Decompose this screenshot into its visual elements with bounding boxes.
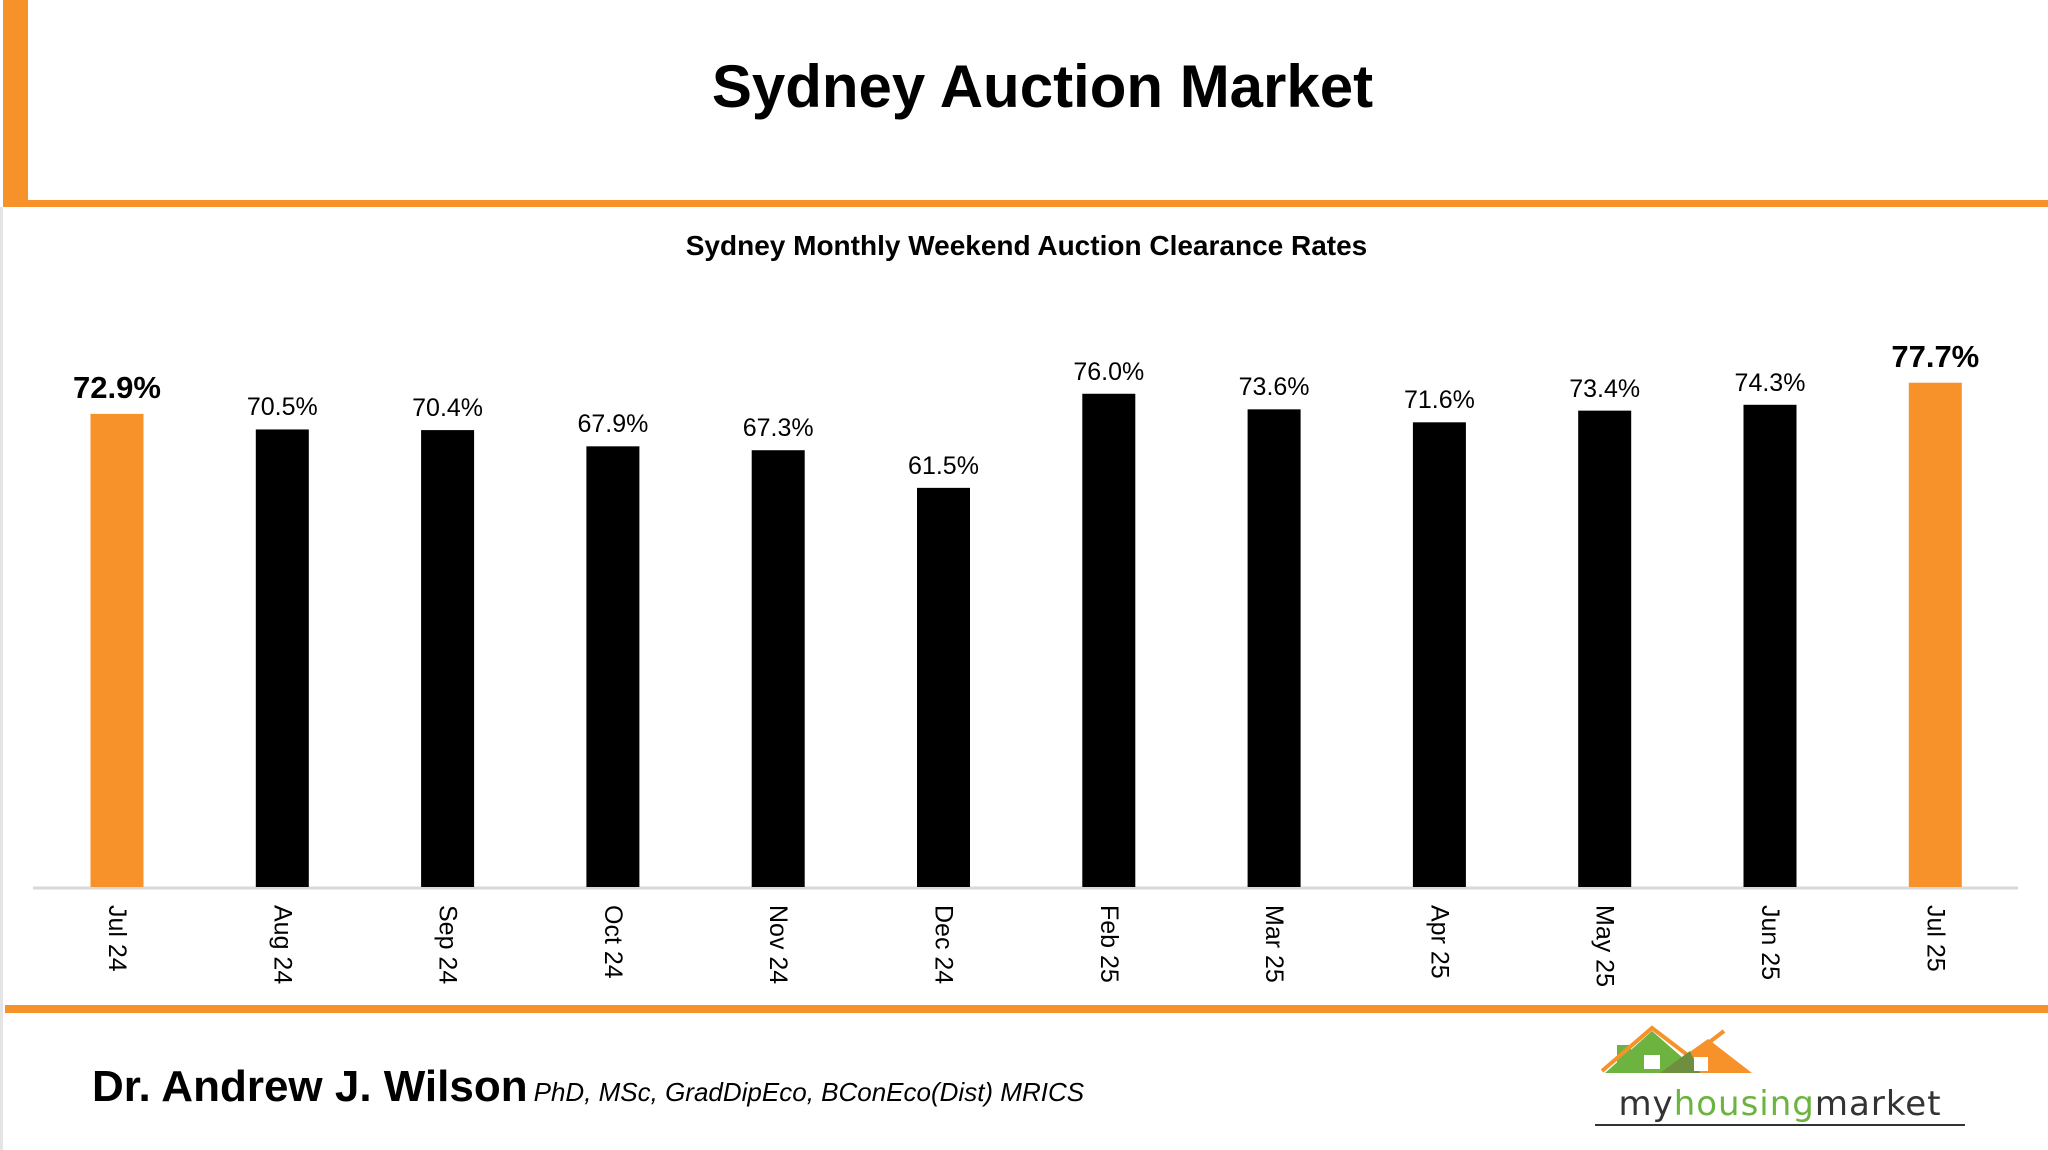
header-divider <box>3 200 2048 207</box>
x-tick-label: May 25 <box>1590 905 1619 987</box>
left-border <box>0 207 3 1150</box>
data-label: 70.5% <box>246 393 318 422</box>
bar-may-25 <box>1578 410 1632 887</box>
chart-title: Sydney Monthly Weekend Auction Clearance… <box>685 230 1368 261</box>
data-label: 72.9% <box>73 369 161 405</box>
footer-divider <box>5 1005 2048 1013</box>
bar-nov-24 <box>751 450 805 887</box>
x-tick-label: Nov 24 <box>764 905 793 985</box>
svg-text:myhousingmarket: myhousingmarket <box>1618 1084 1941 1124</box>
data-label: 67.9% <box>577 410 649 439</box>
x-tick-label: Jul 25 <box>1921 905 1950 972</box>
page-title: Sydney Auction Market <box>711 53 1374 120</box>
author-label: Dr. Andrew J. Wilson <box>92 1062 528 1111</box>
x-tick-label: Mar 25 <box>1260 905 1289 983</box>
bar-apr-25 <box>1412 422 1466 887</box>
data-label: 73.4% <box>1569 374 1641 403</box>
x-tick-label: Aug 24 <box>268 905 297 985</box>
accent-bar-left <box>3 0 28 207</box>
x-tick-label: Jun 25 <box>1756 905 1784 981</box>
data-label: 76.0% <box>1073 357 1145 386</box>
bar-aug-24 <box>255 429 309 887</box>
bar-chart <box>33 382 2018 890</box>
data-label: 61.5% <box>908 451 979 480</box>
data-label: 71.6% <box>1403 386 1475 415</box>
data-label: 73.6% <box>1238 373 1310 402</box>
x-tick-label: Oct 24 <box>598 905 627 979</box>
bar-sep-24 <box>421 430 475 887</box>
bar-mar-25 <box>1247 409 1301 887</box>
myhousingmarket-logo: myhousingmarket <box>1595 1025 1965 1126</box>
bar-feb-25 <box>1082 393 1136 887</box>
bar-oct-24 <box>586 446 640 887</box>
x-tick-label: Dec 24 <box>929 905 958 985</box>
data-label: 77.7% <box>1891 338 1980 374</box>
data-label: 70.4% <box>412 394 484 423</box>
data-label: 74.3% <box>1734 368 1806 397</box>
data-label: 67.3% <box>742 414 814 443</box>
author-name: Dr. Andrew J. Wilson PhD, MSc, GradDipEco… <box>92 1062 1084 1112</box>
bar-jul-24 <box>90 413 144 887</box>
author-credentials: PhD, MSc, GradDipEco, BConEco(Dist) MRIC… <box>533 1077 1085 1107</box>
x-tick-label: Sep 24 <box>433 905 462 985</box>
bar-jun-25 <box>1743 404 1797 887</box>
x-tick-label: Jul 24 <box>103 905 131 972</box>
bar-dec-24 <box>917 487 970 887</box>
x-tick-label: Apr 25 <box>1425 905 1454 979</box>
x-tick-label: Feb 25 <box>1094 905 1123 983</box>
bar-jul-25 <box>1908 382 1962 887</box>
